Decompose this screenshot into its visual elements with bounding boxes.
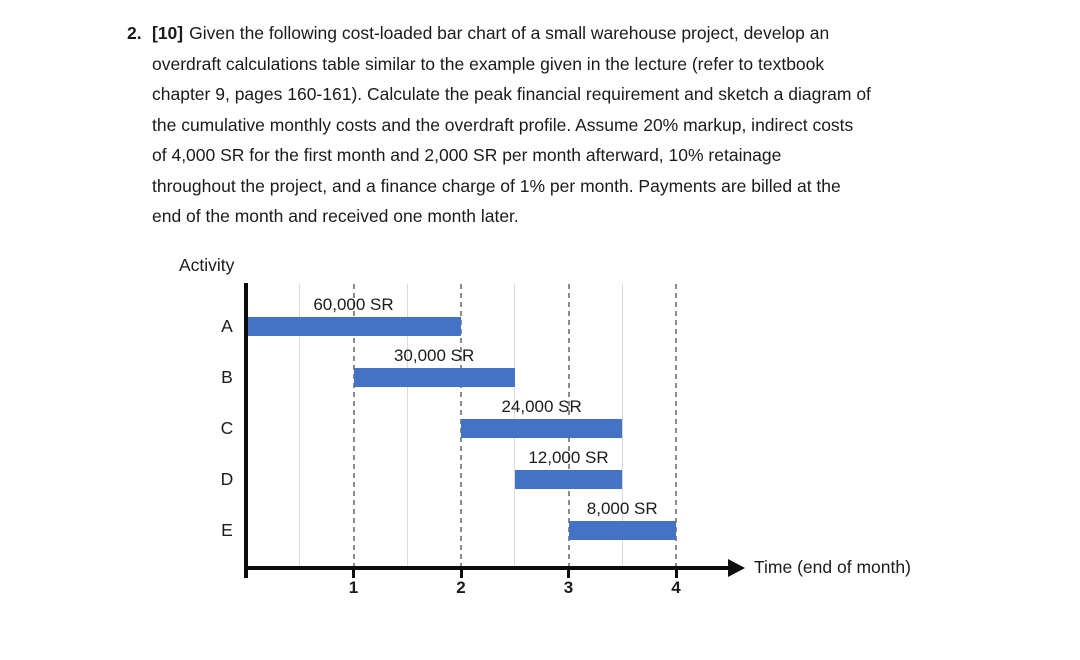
bar-cost-label: 60,000 SR (313, 294, 394, 314)
gridline-light (406, 284, 408, 566)
gridline-light (621, 284, 623, 566)
gridline-dashed (675, 284, 677, 566)
bar-cost-label: 24,000 SR (501, 396, 582, 416)
activity-bar (246, 316, 461, 336)
y-axis-title: Activity (179, 255, 235, 275)
activity-bar (461, 418, 623, 438)
bar-cost-label: 8,000 SR (586, 498, 658, 518)
problem-number: 2. (127, 23, 142, 43)
activity-bar (353, 367, 515, 387)
activity-label: E (221, 520, 233, 540)
activity-label: B (221, 367, 233, 387)
x-axis-tick-label: 4 (671, 578, 681, 597)
problem-points-tag: [10] (152, 23, 184, 43)
problem-line: end of the month and received one month … (152, 206, 519, 226)
problem-text: Given the following cost-loaded bar char… (189, 23, 830, 43)
bar-cost-label: 30,000 SR (393, 345, 475, 365)
problem-line: chapter 9, pages 160-161). Calculate the… (152, 84, 871, 104)
x-axis-tick-label: 1 (348, 578, 359, 597)
x-axis-tick (352, 570, 355, 578)
problem-line: of 4,000 SR for the first month and 2,00… (152, 145, 782, 165)
x-axis-title: Time (end of month) (754, 557, 911, 577)
x-axis-tick (459, 570, 463, 578)
bar-cost-label: 12,000 SR (528, 447, 609, 467)
problem-line: overdraft calculations table similar to … (152, 53, 825, 74)
activity-label: A (221, 316, 233, 336)
x-axis-tick-label: 2 (456, 578, 466, 597)
x-axis-tick (567, 570, 570, 578)
activity-label: D (220, 469, 234, 489)
x-axis (244, 566, 730, 570)
x-axis-tick-label: 3 (563, 578, 574, 597)
activity-bar (568, 520, 676, 540)
x-axis-tick (674, 570, 678, 578)
gridline-dashed (352, 284, 355, 566)
gridline-light (299, 284, 301, 566)
problem-statement: 2. [10] Given the following cost-loaded ba… (127, 18, 871, 232)
problem-line: 2. [10] Given the following cost-loaded ba… (127, 18, 871, 49)
problem-line: the cumulative monthly costs and the ove… (152, 114, 854, 135)
y-axis (244, 283, 248, 578)
x-axis-arrow-icon (728, 559, 745, 577)
activity-label: C (220, 418, 234, 438)
activity-bar (514, 469, 623, 489)
problem-line: throughout the project, and a finance ch… (152, 175, 841, 196)
